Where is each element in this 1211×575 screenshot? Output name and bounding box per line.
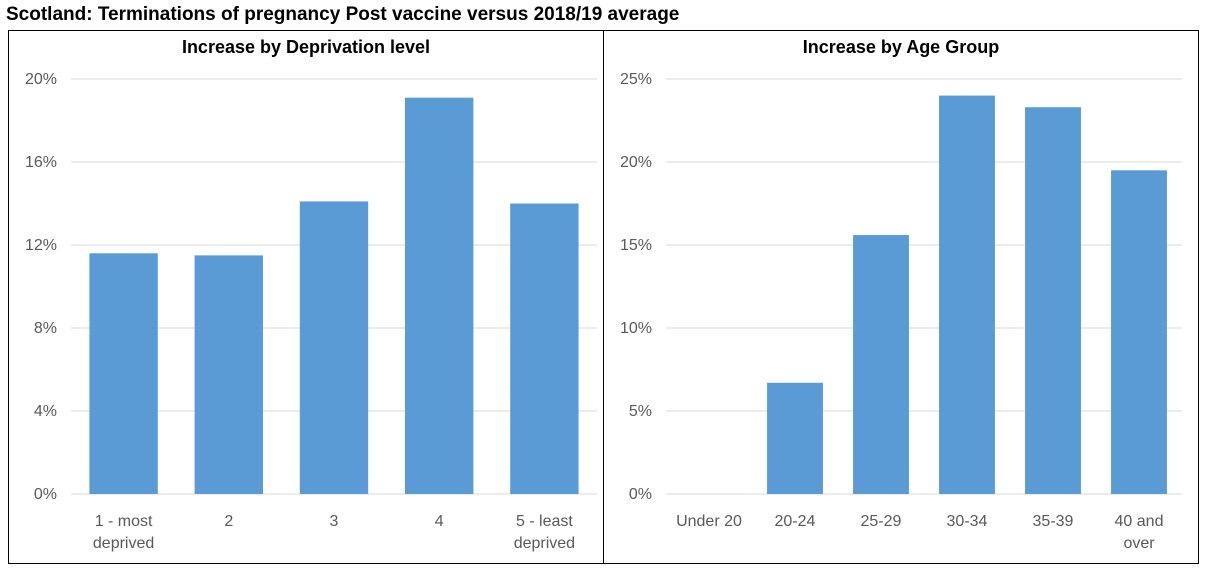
bar: [405, 97, 474, 495]
y-tick-label: 20%: [620, 154, 652, 171]
y-tick-label: 10%: [620, 320, 652, 337]
y-tick-label: 5%: [629, 403, 652, 420]
x-category-label: 30-34: [947, 513, 988, 530]
y-tick-label: 0%: [34, 486, 57, 503]
bar: [1025, 107, 1081, 494]
bar: [89, 253, 158, 494]
bar: [1111, 170, 1167, 495]
bar: [299, 201, 369, 495]
y-tick-label: 15%: [620, 237, 652, 254]
page-title: Scotland: Terminations of pregnancy Post…: [6, 4, 680, 25]
y-tick-label: 4%: [34, 403, 57, 420]
y-tick-label: 25%: [620, 71, 652, 88]
x-category-label: Under 20: [676, 513, 742, 530]
bar: [939, 95, 995, 494]
x-category-label: 2: [224, 513, 233, 530]
x-category-label: 40 and over: [1115, 513, 1164, 552]
x-category-label: 3: [330, 513, 339, 530]
bar: [767, 382, 823, 494]
y-tick-label: 0%: [629, 486, 652, 503]
bar: [194, 255, 263, 494]
age-group-bar-chart: 0% 5% 10% 15% 20% 25% Under 20 20-24 25-29 30-34 3…: [620, 71, 1182, 552]
deprivation-chart-panel: Increase by Deprivation level 0% 4% 8% 12% 1…: [8, 30, 604, 564]
y-tick-label: 8%: [34, 320, 57, 337]
x-category-label: 5 - least deprived: [514, 513, 575, 552]
bar: [853, 235, 909, 495]
x-category-label: 1 - most deprived: [93, 513, 154, 552]
y-tick-label: 16%: [25, 154, 57, 171]
chart-title: Increase by Age Group: [802, 37, 1000, 57]
y-tick-label: 20%: [25, 71, 57, 88]
y-tick-label: 12%: [25, 237, 57, 254]
bar: [510, 203, 579, 494]
x-category-label: 20-24: [775, 513, 816, 530]
deprivation-bar-chart: 0% 4% 8% 12% 16% 20% 1 - most deprived 2 3 4 5 - le…: [25, 71, 597, 552]
chart-title: Increase by Deprivation level: [181, 37, 431, 57]
x-category-label: 25-29: [861, 513, 902, 530]
age-group-chart-panel: Increase by Age Group 0% 5% 10% 15% 20% 25% Un…: [603, 30, 1199, 564]
x-category-label: 35-39: [1033, 513, 1074, 530]
x-category-label: 4: [435, 513, 444, 530]
